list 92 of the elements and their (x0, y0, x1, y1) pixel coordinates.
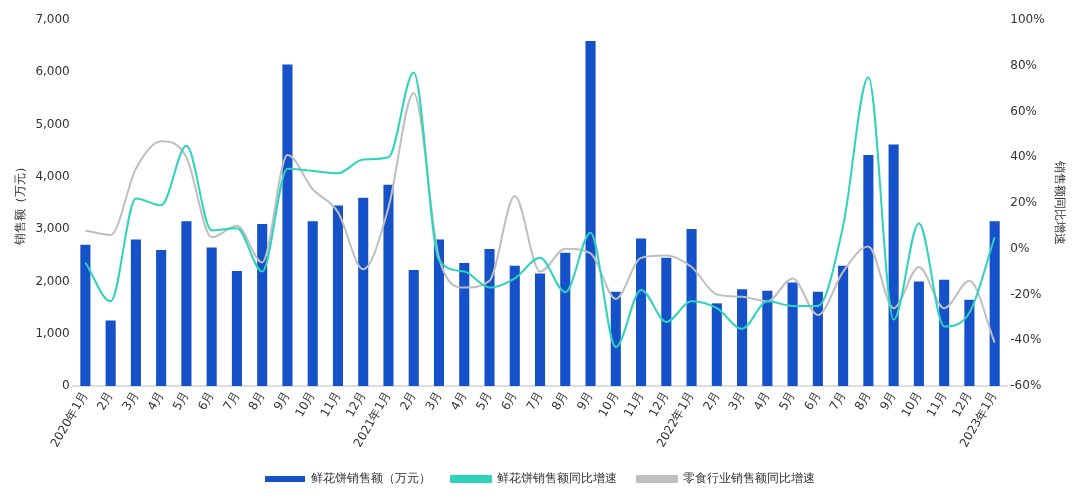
bar (509, 265, 520, 386)
bar (585, 40, 596, 386)
x-tick-label: 6月 (195, 388, 217, 413)
x-tick-label: 3月 (725, 388, 748, 413)
bar (383, 184, 394, 386)
x-tick-label: 12月 (645, 388, 672, 420)
x-tick-label: 9月 (877, 388, 899, 413)
x-tick-label: 2月 (397, 388, 420, 413)
bar (888, 144, 899, 386)
x-tick-label: 9月 (573, 388, 596, 413)
y2-tick-label: -60% (1010, 378, 1042, 393)
x-tick-label: 4月 (447, 388, 470, 413)
bar (863, 154, 874, 386)
x-tick-label: 3月 (422, 388, 445, 413)
x-tick-label: 10月 (292, 388, 319, 420)
bar (737, 289, 748, 386)
x-tick-label: 3月 (119, 388, 142, 413)
bar (408, 269, 419, 386)
y2-tick-label: 100% (1010, 12, 1045, 27)
bar (787, 282, 798, 386)
x-tick-label: 2月 (700, 388, 723, 413)
bar (534, 273, 546, 386)
bar (711, 303, 722, 386)
bar (282, 64, 293, 386)
x-tick-label: 11月 (620, 388, 647, 420)
bar (307, 221, 318, 386)
bar (231, 270, 242, 386)
y-tick-label: 3,000 (35, 221, 70, 236)
y-tick-label: 1,000 (35, 325, 70, 340)
bar (156, 250, 167, 386)
y-axis-title: 销售额（万元） (13, 160, 28, 246)
bar (560, 252, 571, 386)
bar (105, 320, 116, 386)
y-tick-label: 4,000 (35, 168, 70, 183)
x-tick-label: 9月 (270, 388, 293, 413)
bar (964, 299, 975, 386)
bar (80, 244, 91, 386)
x-tick-label: 7月 (220, 388, 243, 413)
bar (838, 265, 849, 386)
bar (206, 247, 217, 386)
bar (459, 263, 470, 386)
y2-axis-title: 销售额同比增速 (1052, 159, 1067, 245)
x-tick-label: 11月 (317, 388, 344, 420)
x-tick-label: 8月 (851, 388, 874, 413)
bar (989, 221, 1000, 386)
x-tick-label: 5月 (472, 388, 495, 413)
y-tick-label: 6,000 (35, 64, 70, 79)
x-tick-label: 7月 (523, 388, 546, 413)
x-tick-label: 10月 (595, 388, 622, 420)
y2-tick-label: 40% (1010, 149, 1037, 164)
bar (636, 238, 647, 386)
bar (913, 281, 924, 386)
x-tick-label: 6月 (801, 388, 824, 413)
x-tick-label: 12月 (342, 388, 369, 420)
x-tick-label: 4月 (750, 388, 773, 413)
x-tick-label: 10月 (898, 388, 925, 420)
y2-tick-label: 0% (1010, 240, 1030, 255)
x-tick-label: 12月 (948, 388, 975, 420)
bar (812, 291, 823, 386)
bar (686, 229, 697, 386)
bar (358, 197, 369, 386)
x-tick-label: 4月 (144, 388, 167, 413)
bar (610, 291, 621, 386)
y-tick-label: 7,000 (35, 12, 70, 27)
x-tick-label: 5月 (775, 388, 798, 413)
legend-label: 鲜花饼销售额同比增速 (497, 471, 617, 486)
bar (939, 279, 950, 386)
y2-tick-label: 20% (1010, 195, 1037, 210)
y-tick-label: 2,000 (35, 273, 70, 288)
bar (762, 290, 773, 386)
bar (332, 205, 344, 386)
y2-tick-label: 60% (1010, 103, 1037, 118)
y2-tick-label: -40% (1010, 332, 1042, 347)
x-tick-label: 5月 (169, 388, 192, 413)
x-tick-label: 11月 (923, 388, 950, 420)
legend-label: 零食行业销售额同比增速 (683, 471, 815, 486)
bar (181, 221, 192, 386)
y2-tick-label: 80% (1010, 57, 1037, 72)
bar (661, 257, 672, 386)
x-tick-label: 8月 (245, 388, 268, 413)
y-tick-label: 0 (62, 378, 70, 393)
x-tick-label: 2月 (94, 388, 116, 413)
bar (257, 223, 268, 386)
x-tick-label: 7月 (826, 388, 849, 413)
y2-tick-label: -20% (1010, 286, 1042, 301)
y-tick-label: 5,000 (35, 116, 70, 131)
bar (484, 248, 495, 386)
x-tick-label: 6月 (498, 388, 521, 413)
bar (433, 239, 445, 386)
bar (130, 239, 141, 386)
legend-label: 鲜花饼销售额（万元） (311, 471, 431, 486)
x-tick-label: 8月 (548, 388, 571, 413)
